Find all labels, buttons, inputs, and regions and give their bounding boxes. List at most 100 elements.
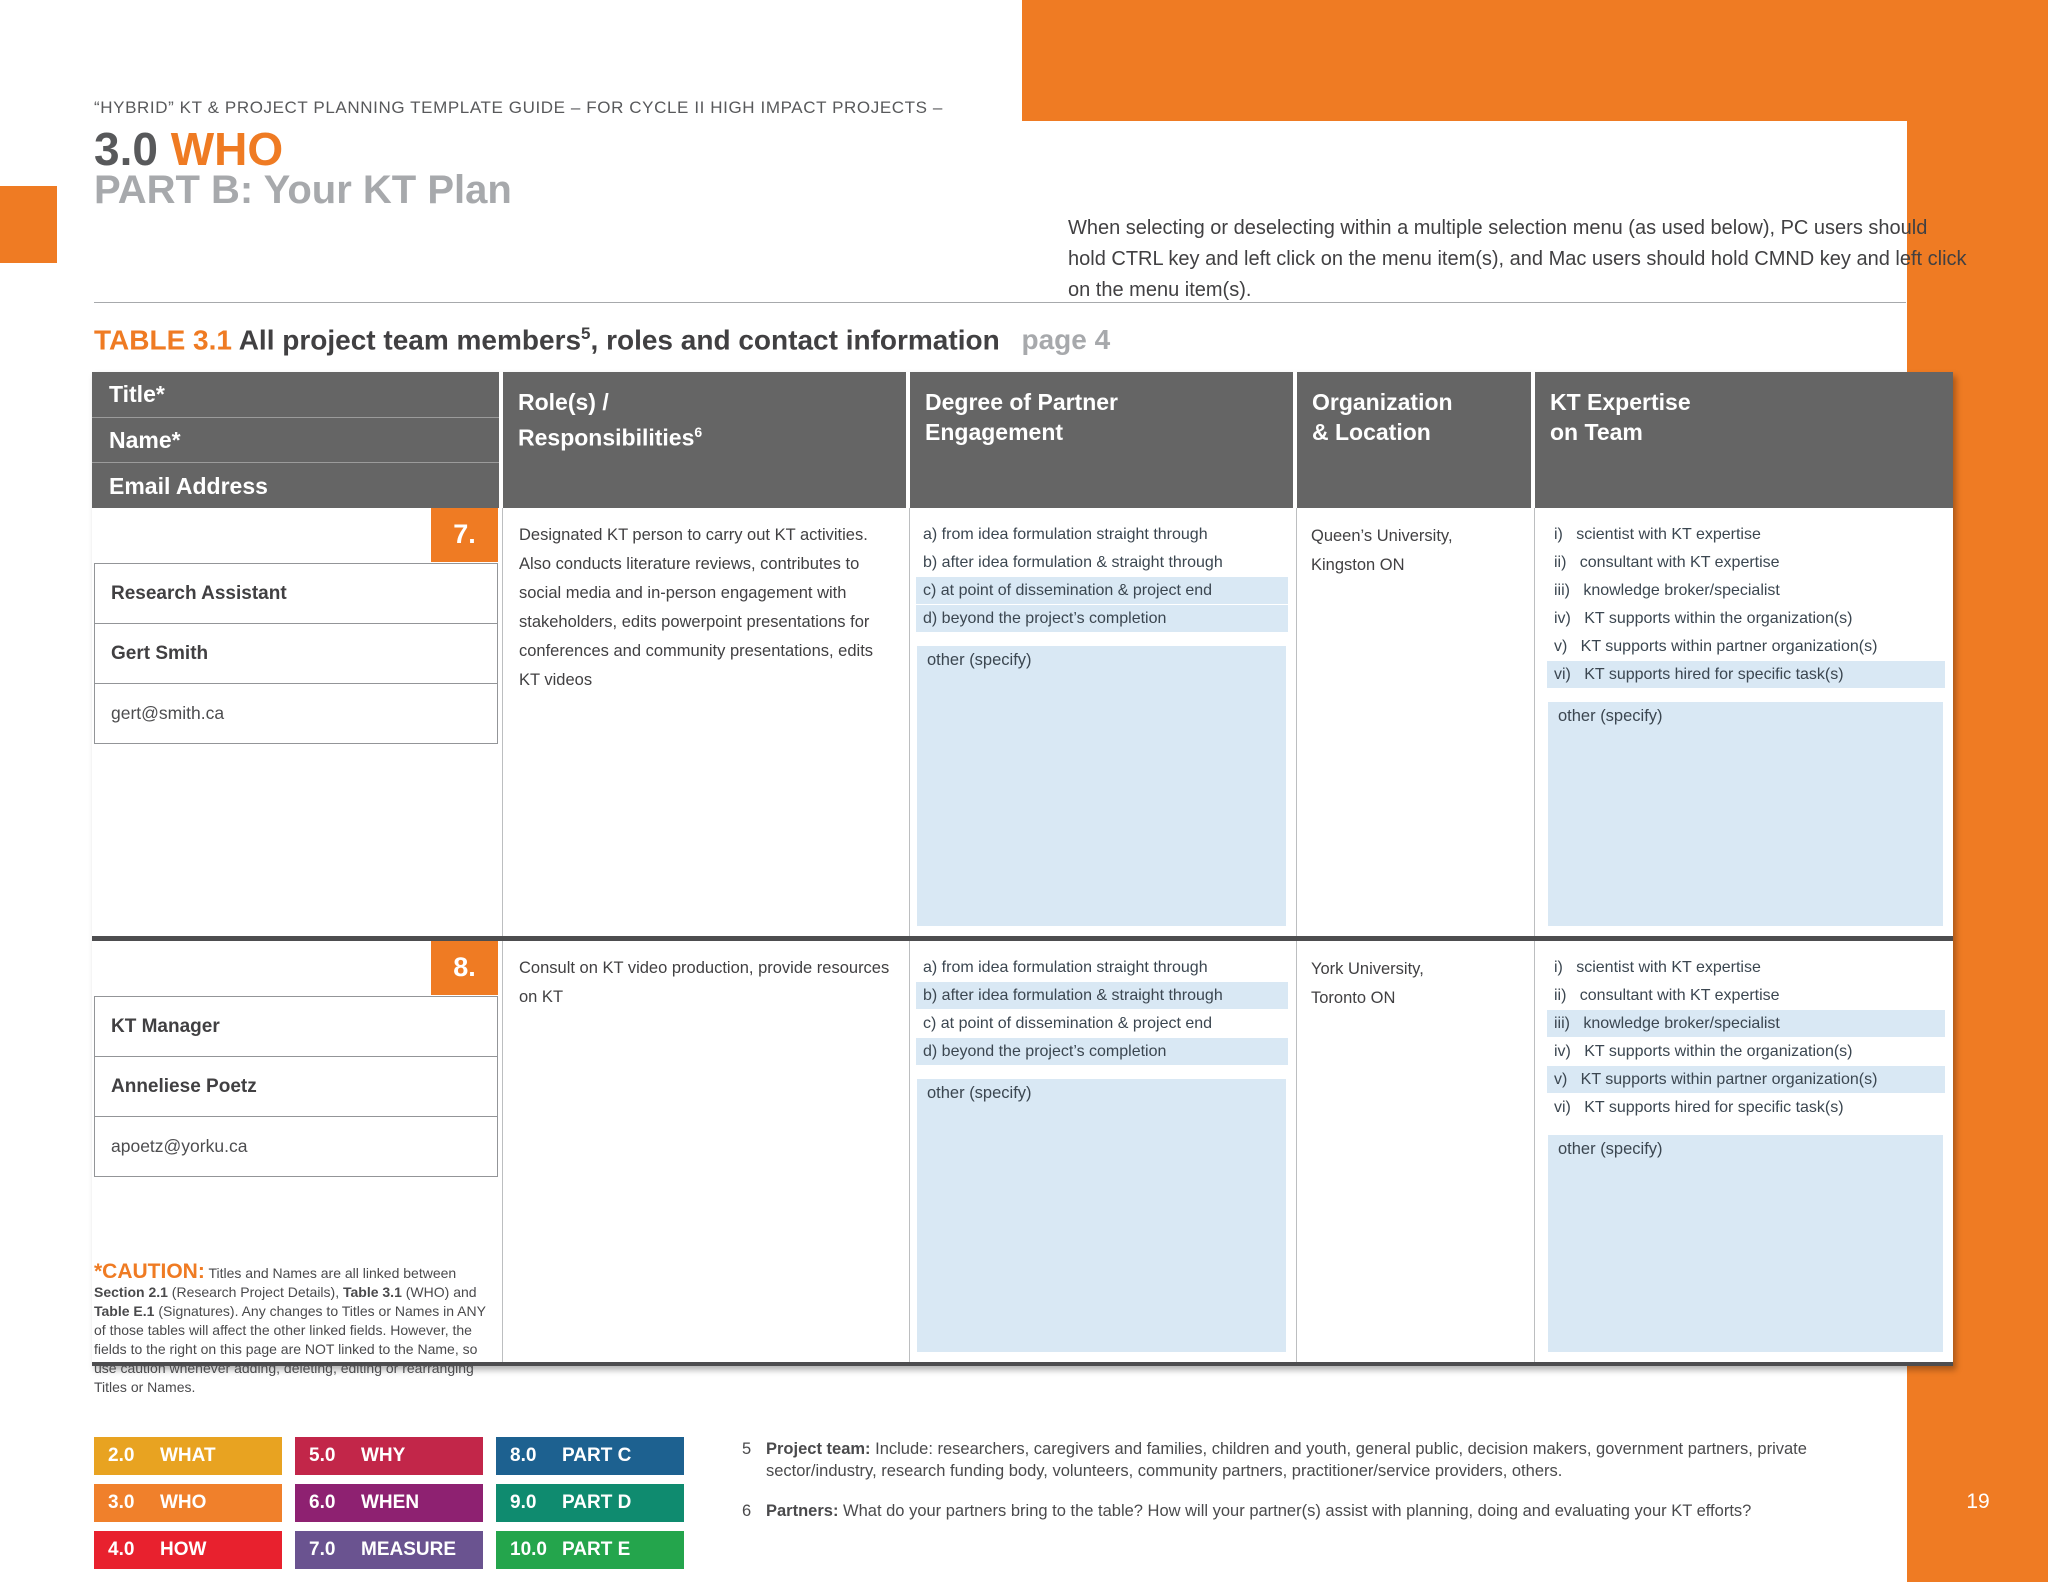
expertise-option-ii[interactable]: ii) consultant with KT expertise xyxy=(1554,554,1780,571)
expertise-option-i[interactable]: i) scientist with KT expertise xyxy=(1554,526,1761,543)
nav-button-who[interactable]: 3.0 WHO xyxy=(94,1484,282,1522)
table-header-row: Title* Name* Email Address Role(s) / Res… xyxy=(92,372,1953,508)
roles-footnote-marker: 6 xyxy=(694,424,703,440)
title-field[interactable]: KT Manager xyxy=(94,996,498,1057)
expertise-cell: i) scientist with KT expertise ii) consu… xyxy=(1535,941,1953,1362)
expertise-option-i[interactable]: i) scientist with KT expertise xyxy=(1554,959,1761,976)
expertise-other-field[interactable]: other (specify) xyxy=(1548,1135,1943,1352)
table-bottom-border xyxy=(92,1362,1953,1366)
nav-num: 5.0 xyxy=(309,1445,336,1466)
expertise-option-vi[interactable]: vi) KT supports hired for specific task(… xyxy=(1554,1099,1844,1116)
header-expertise: KT Expertise on Team xyxy=(1535,372,1953,508)
name-field[interactable]: Anneliese Poetz xyxy=(94,1056,498,1117)
caution-title: *CAUTION: xyxy=(94,1260,205,1283)
footnote-number: 6 xyxy=(742,1502,752,1520)
caution-seg1: Titles and Names are all linked between xyxy=(204,1265,457,1281)
member-identity-cell: 7. Research Assistant Gert Smith gert@sm… xyxy=(92,508,503,936)
email-field[interactable]: apoetz@yorku.ca xyxy=(94,1116,498,1177)
expertise-option-iii[interactable]: iii) knowledge broker/specialist xyxy=(1547,1010,1945,1037)
footnotes: 5 Project team: Include: researchers, ca… xyxy=(742,1438,1817,1540)
nav-num: 2.0 xyxy=(108,1445,135,1466)
caution-note: *CAUTION: Titles and Names are all linke… xyxy=(94,1260,486,1397)
footnote-6: 6 Partners: What do your partners bring … xyxy=(742,1500,1817,1522)
nav-num: 9.0 xyxy=(510,1492,537,1513)
section-name: WHO xyxy=(170,123,284,175)
header-email: Email Address xyxy=(109,472,268,499)
engagement-option-b[interactable]: b) after idea formulation & straight thr… xyxy=(916,982,1288,1009)
nav-num: 4.0 xyxy=(108,1539,135,1560)
team-member-row-7: 7. Research Assistant Gert Smith gert@sm… xyxy=(92,508,1953,936)
row-number-badge: 7. xyxy=(431,508,498,562)
caution-seg2: (Research Project Details), xyxy=(167,1284,343,1300)
table-title-text: All project team members xyxy=(238,324,582,356)
caution-seg4: (Signatures). Any changes to Titles or N… xyxy=(94,1303,486,1395)
nav-label: WHEN xyxy=(361,1492,420,1513)
section-subtitle: PART B: Your KT Plan xyxy=(94,168,512,212)
header-name: Name* xyxy=(92,418,499,464)
selection-instructions-note: When selecting or deselecting within a m… xyxy=(1068,217,1967,301)
email-field[interactable]: gert@smith.ca xyxy=(94,683,498,744)
row-divider xyxy=(92,936,1953,941)
nav-button-part-c[interactable]: 8.0 PART C xyxy=(496,1437,684,1475)
nav-label: WHO xyxy=(160,1492,207,1513)
role-text: Consult on KT video production, provide … xyxy=(519,959,890,1006)
caution-ref-table-e-1: Table E.1 xyxy=(94,1303,155,1319)
nav-label: PART E xyxy=(562,1539,631,1560)
role-cell: Designated KT person to carry out KT act… xyxy=(503,508,910,936)
table-title-page-ref: page 4 xyxy=(1021,324,1111,356)
left-orange-square xyxy=(0,186,57,263)
engagement-option-a[interactable]: a) from idea formulation straight throug… xyxy=(923,959,1208,976)
team-members-table: Title* Name* Email Address Role(s) / Res… xyxy=(92,372,1953,1366)
engagement-other-field[interactable]: other (specify) xyxy=(917,646,1286,926)
nav-num: 7.0 xyxy=(309,1539,336,1560)
nav-label: WHY xyxy=(361,1445,406,1466)
table-title: TABLE 3.1 All project team members5, rol… xyxy=(94,324,1110,356)
nav-num: 3.0 xyxy=(108,1492,135,1513)
nav-label: PART D xyxy=(562,1492,632,1513)
role-text: Designated KT person to carry out KT act… xyxy=(519,526,874,689)
nav-button-measure[interactable]: 7.0 MEASURE xyxy=(295,1531,483,1569)
header-expertise-line2: on Team xyxy=(1550,419,1643,445)
engagement-option-d[interactable]: d) beyond the project’s completion xyxy=(916,1038,1288,1065)
title-field[interactable]: Research Assistant xyxy=(94,563,498,624)
section-title: 3.0 WHO xyxy=(94,126,283,172)
expertise-option-vi[interactable]: vi) KT supports hired for specific task(… xyxy=(1547,661,1945,688)
engagement-option-a[interactable]: a) from idea formulation straight throug… xyxy=(923,526,1208,543)
name-field[interactable]: Gert Smith xyxy=(94,623,498,684)
expertise-option-v[interactable]: v) KT supports within partner organizati… xyxy=(1547,1066,1945,1093)
nav-button-what[interactable]: 2.0 WHAT xyxy=(94,1437,282,1475)
nav-button-why[interactable]: 5.0 WHY xyxy=(295,1437,483,1475)
engagement-option-b[interactable]: b) after idea formulation & straight thr… xyxy=(923,554,1223,571)
expertise-other-field[interactable]: other (specify) xyxy=(1548,702,1943,926)
caution-ref-section-2-1: Section 2.1 xyxy=(94,1284,168,1300)
nav-label: HOW xyxy=(160,1539,207,1560)
engagement-option-c[interactable]: c) at point of dissemination & project e… xyxy=(916,577,1288,604)
nav-label: MEASURE xyxy=(361,1539,457,1560)
engagement-option-d[interactable]: d) beyond the project’s completion xyxy=(916,605,1288,632)
header-organization: Organization & Location xyxy=(1297,372,1535,508)
header-title-name-email: Title* Name* Email Address xyxy=(92,372,503,508)
nav-button-part-e[interactable]: 10.0 PART E xyxy=(496,1531,684,1569)
nav-button-part-d[interactable]: 9.0 PART D xyxy=(496,1484,684,1522)
section-number: 3.0 xyxy=(94,123,158,175)
document-eyebrow: “HYBRID” KT & PROJECT PLANNING TEMPLATE … xyxy=(94,98,943,117)
expertise-option-iv[interactable]: iv) KT supports within the organization(… xyxy=(1554,1043,1853,1060)
organization-text: Queen’s University, Kingston ON xyxy=(1311,527,1453,574)
expertise-option-v[interactable]: v) KT supports within partner organizati… xyxy=(1554,638,1878,655)
header-engagement-line2: Engagement xyxy=(925,419,1064,445)
nav-button-when[interactable]: 6.0 WHEN xyxy=(295,1484,483,1522)
organization-cell: Queen’s University, Kingston ON xyxy=(1297,508,1535,936)
engagement-other-field[interactable]: other (specify) xyxy=(917,1079,1286,1352)
footnote-text: Project team: Include: researchers, care… xyxy=(766,1440,1807,1480)
organization-cell: York University, Toronto ON xyxy=(1297,941,1535,1362)
table-title-label: TABLE 3.1 xyxy=(94,324,232,356)
header-organization-line2: & Location xyxy=(1312,419,1431,445)
nav-label: WHAT xyxy=(160,1445,216,1466)
expertise-option-iii[interactable]: iii) knowledge broker/specialist xyxy=(1554,582,1780,599)
nav-button-how[interactable]: 4.0 HOW xyxy=(94,1531,282,1569)
expertise-option-iv[interactable]: iv) KT supports within the organization(… xyxy=(1554,610,1853,627)
expertise-option-ii[interactable]: ii) consultant with KT expertise xyxy=(1554,987,1780,1004)
engagement-option-c[interactable]: c) at point of dissemination & project e… xyxy=(923,1015,1213,1032)
role-cell: Consult on KT video production, provide … xyxy=(503,941,910,1362)
